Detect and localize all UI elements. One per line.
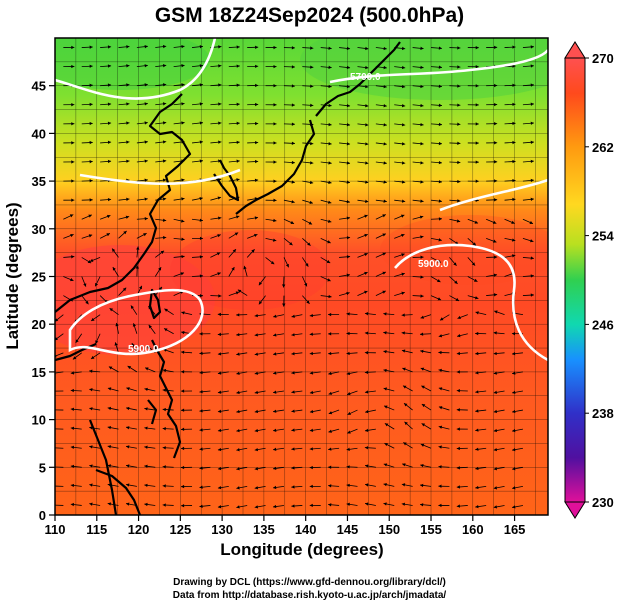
colorbar-scale [564,57,586,503]
y-axis-label: Latitude (degrees) [3,202,22,349]
colorbar-tick-label: 262 [592,140,614,155]
colorbar-tick-label: 270 [592,51,614,66]
colorbar: 270 262 254 246 238 230 [564,41,614,519]
x-tick-label: 125 [169,522,191,537]
contour-east [439,178,548,212]
x-tick-label: 115 [86,522,107,537]
chart-title: GSM 18Z24Sep2024 (500.0hPa) [154,4,465,27]
contour-5700-west [55,38,217,100]
height-contours [55,38,548,362]
contour-5700-south [79,168,241,185]
x-tick-label: 145 [337,522,359,537]
y-axis-ticks: 0 5 10 15 20 25 30 35 40 45 [32,79,55,523]
x-tick-label: 135 [253,522,275,537]
y-tick-label: 20 [32,317,46,332]
lat-lon-grid [55,38,548,515]
wind-streamlines [55,44,534,509]
x-tick-label: 120 [128,522,150,537]
x-tick-label: 155 [420,522,442,537]
x-axis-ticks: 110 115 120 125 130 135 140 145 150 155 160 165 [45,515,526,537]
contour-5900-east [394,243,548,362]
contour-labels: 5700.0 5900.0 5900.0 [128,72,449,355]
x-axis-label: Longitude (degrees) [220,540,383,559]
contour-5700-north [329,49,548,84]
x-tick-label: 150 [378,522,400,537]
credit-data-source: Data from http://database.rish.kyoto-u.a… [172,590,447,601]
y-tick-label: 35 [32,174,46,189]
contour-5900-west [68,288,204,356]
y-tick-label: 45 [32,79,46,94]
x-tick-label: 165 [504,522,526,537]
y-tick-label: 40 [32,126,46,141]
x-tick-label: 160 [462,522,484,537]
y-tick-label: 5 [39,460,46,475]
contour-label-5700: 5700.0 [350,72,381,83]
y-tick-label: 25 [32,270,46,285]
y-tick-label: 15 [32,365,46,380]
x-tick-label: 130 [211,522,233,537]
colorbar-tick-label: 230 [592,495,614,510]
y-tick-label: 30 [32,222,46,237]
colorbar-tick-label: 246 [592,317,614,332]
contour-label-5900-east: 5900.0 [418,259,449,270]
colorbar-top-cap [564,41,586,59]
x-tick-label: 110 [45,522,66,537]
y-tick-label: 10 [32,413,46,428]
coastlines [55,41,401,515]
x-tick-label: 140 [295,522,317,537]
contour-label-5900-west: 5900.0 [128,344,159,355]
credit-drawing: Drawing by DCL (https://www.gfd-dennou.o… [173,577,446,588]
colorbar-tick-label: 254 [592,229,614,244]
colorbar-bottom-cap [564,501,586,519]
colorbar-tick-label: 238 [592,406,614,421]
y-tick-label: 0 [39,508,46,523]
